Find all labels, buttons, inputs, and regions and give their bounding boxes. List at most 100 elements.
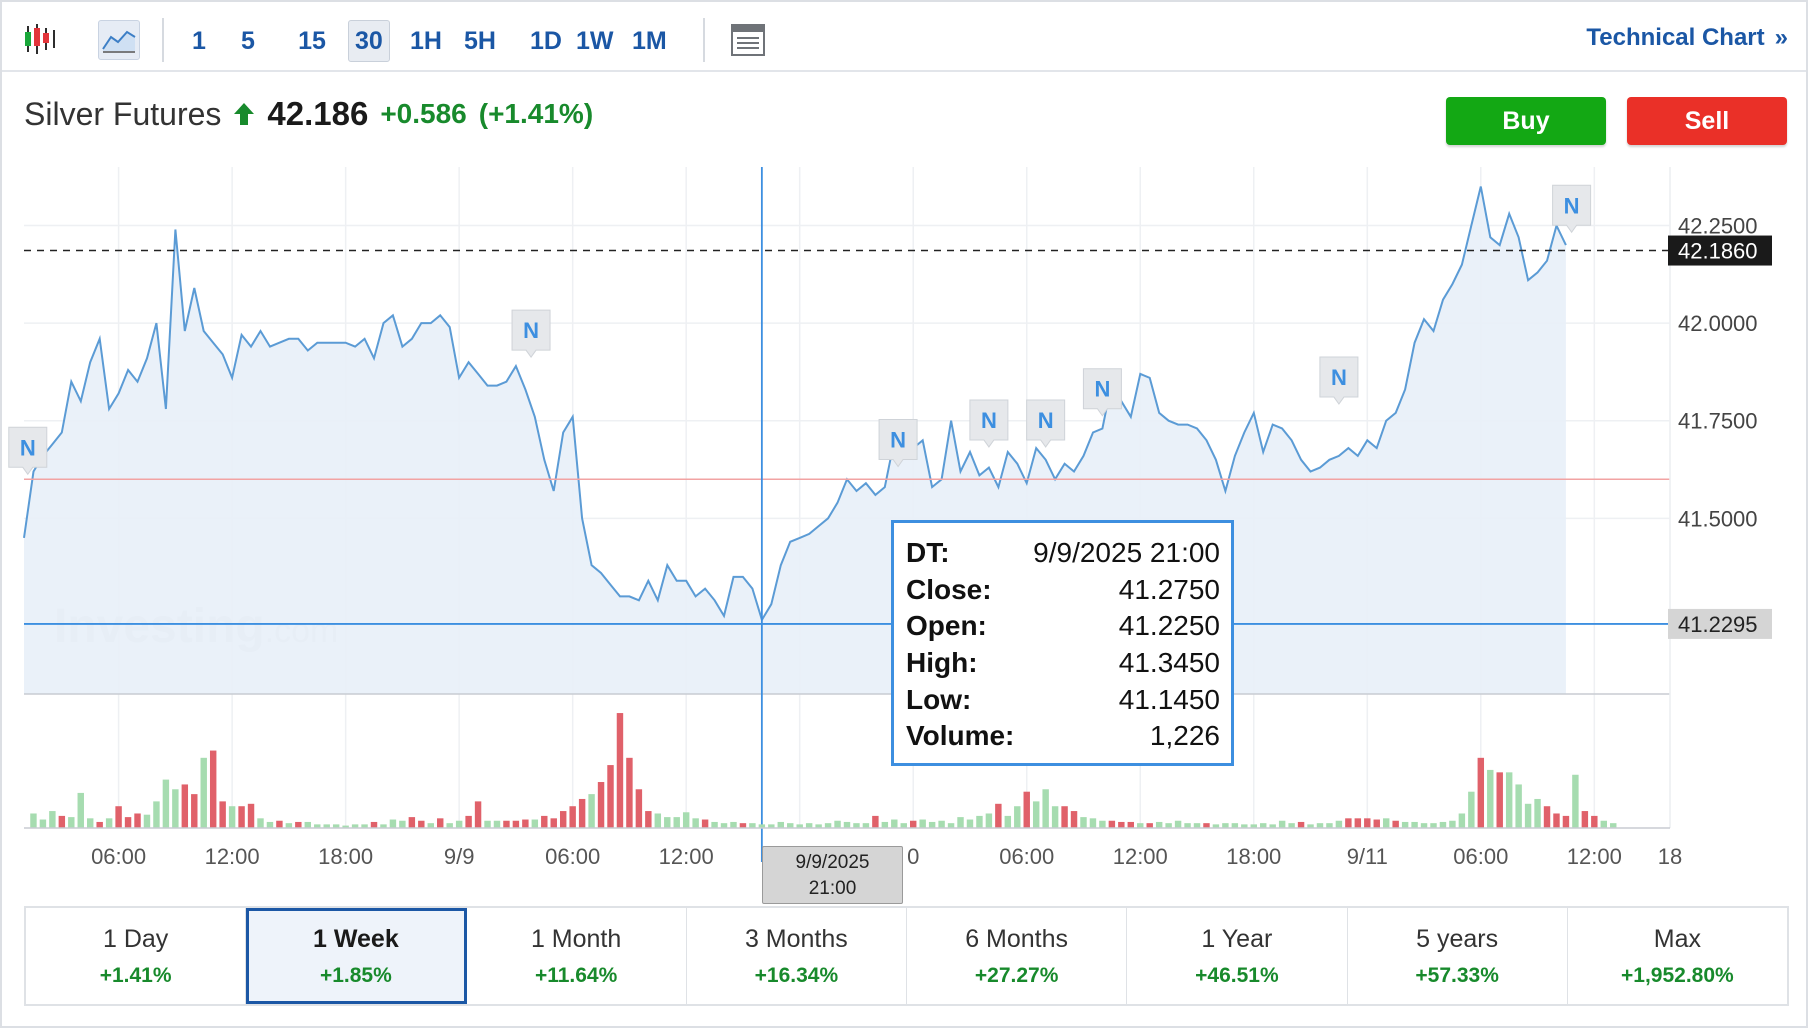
volume-bar (1184, 823, 1191, 828)
volume-bar (550, 818, 557, 828)
volume-bar (115, 806, 122, 828)
volume-bar (692, 818, 699, 828)
volume-bar (512, 820, 520, 828)
interval-5h[interactable]: 5H (464, 26, 496, 55)
tooltip-key: Low: (906, 683, 972, 715)
volume-bar (1430, 823, 1437, 828)
technical-chart-link[interactable]: Technical Chart » (1586, 24, 1788, 52)
period-change: +57.33% (1415, 963, 1499, 987)
news-marker[interactable]: N (1552, 184, 1592, 234)
toolbar-divider (703, 18, 705, 62)
volume-bar (1307, 824, 1314, 828)
volume-bar (966, 819, 974, 828)
news-marker[interactable]: N (1082, 368, 1122, 417)
tooltip-key: Volume: (906, 720, 1015, 752)
period-6-months[interactable]: 6 Months +27.27% (907, 908, 1128, 1004)
period-5-years[interactable]: 5 years +57.33% (1348, 908, 1568, 1004)
price-chart[interactable]: Investing.com42.250042.000041.750041.500… (2, 2, 1808, 902)
volume-bar (1364, 818, 1371, 828)
interval-1h[interactable]: 1H (410, 26, 442, 55)
volume-bar (238, 806, 245, 828)
news-marker[interactable]: N (878, 418, 918, 468)
period-1-day[interactable]: 1 Day +1.41% (26, 908, 247, 1004)
period-change: +27.27% (974, 963, 1059, 987)
volume-bar (1515, 784, 1522, 828)
area-chart-icon[interactable] (98, 20, 140, 60)
interval-1[interactable]: 1 (192, 26, 206, 55)
period-label: Max (1653, 924, 1701, 953)
interval-1d[interactable]: 1D (530, 26, 562, 55)
volume-bar (77, 792, 84, 828)
price-change: +0.586 (380, 98, 467, 129)
volume-bar (1373, 819, 1380, 828)
volume-bar (541, 815, 548, 828)
volume-bar (1137, 823, 1144, 828)
volume-bar (1534, 798, 1541, 828)
volume-bar (1222, 823, 1229, 828)
volume-bar (1165, 823, 1172, 828)
buy-button[interactable]: Buy (1446, 97, 1606, 145)
news-marker[interactable]: N (8, 426, 48, 476)
interval-5[interactable]: 5 (241, 26, 255, 55)
volume-bar (1505, 772, 1513, 828)
period-1-year[interactable]: 1 Year +46.51% (1127, 908, 1348, 1004)
volume-bar (1174, 820, 1182, 828)
news-marker-box (969, 399, 1009, 448)
volume-bar (1439, 821, 1447, 828)
volume-bar (995, 803, 1002, 828)
news-marker-box (1026, 399, 1066, 448)
period-max[interactable]: Max +1,952.80% (1568, 908, 1787, 1004)
news-marker[interactable]: N (969, 399, 1009, 448)
interval-15[interactable]: 15 (298, 26, 326, 55)
volume-bar (1401, 821, 1409, 828)
x-tick-label: 06:00 (91, 844, 146, 869)
period-selector: 1 Day +1.41% 1 Week +1.85% 1 Month +11.64% 3 M… (24, 906, 1789, 1006)
volume-bar (1449, 820, 1456, 828)
volume-bar (1487, 769, 1494, 828)
x-tick-label: 12:00 (205, 844, 260, 869)
volume-bar (938, 820, 945, 828)
volume-bar (465, 815, 472, 828)
sell-button[interactable]: Sell (1627, 97, 1787, 145)
news-marker[interactable]: N (1026, 399, 1066, 448)
arrow-up-icon (234, 103, 255, 125)
news-marker[interactable]: N (1319, 356, 1359, 405)
interval-1w[interactable]: 1W (576, 26, 614, 55)
news-marker[interactable]: N (511, 309, 551, 359)
volume-bar (1212, 824, 1220, 828)
quote-header: Silver Futures 42.186 +0.586 (+1.41%) (24, 94, 593, 134)
x-tick-label: 12:00 (1567, 844, 1622, 869)
price-line (23, 186, 1567, 623)
volume-bar (673, 817, 680, 828)
interval-30[interactable]: 30 (348, 20, 390, 62)
tooltip-row: Close: 41.2750 (906, 572, 1220, 609)
chart-toolbar: 1 5 15 30 1H 5H 1D 1W 1M Technical Chart » (2, 2, 1806, 72)
volume-bar (1316, 823, 1324, 828)
tooltip-value: 41.1450 (1118, 683, 1220, 715)
volume-bar (1600, 820, 1607, 828)
crosshair-time: 21:00 (808, 878, 857, 899)
volume-bar (1297, 821, 1305, 828)
table-view-icon[interactable] (728, 20, 768, 60)
tooltip-value: 41.2750 (1118, 573, 1220, 605)
tooltip-row: DT: 9/9/2025 21:00 (906, 535, 1220, 572)
tooltip-key: Open: (906, 610, 987, 642)
volume-bar (427, 823, 434, 828)
period-1-month[interactable]: 1 Month +11.64% (467, 908, 687, 1004)
volume-bar (172, 789, 179, 828)
news-marker-label: N (20, 435, 36, 460)
period-3-months[interactable]: 3 Months +16.34% (687, 908, 907, 1004)
volume-bar (843, 821, 851, 828)
interval-1m[interactable]: 1M (632, 26, 667, 55)
candlestick-icon[interactable] (20, 20, 60, 60)
volume-bar (1203, 823, 1210, 828)
y-tick-label: 41.5000 (1678, 506, 1758, 531)
volume-bar (1610, 823, 1617, 828)
period-1-week[interactable]: 1 Week +1.85% (246, 908, 467, 1004)
volume-bar (1051, 806, 1059, 828)
volume-bar (143, 814, 151, 828)
volume-bar (1382, 818, 1390, 828)
volume-bar (493, 820, 501, 828)
x-tick-label: 12:00 (1113, 844, 1168, 869)
